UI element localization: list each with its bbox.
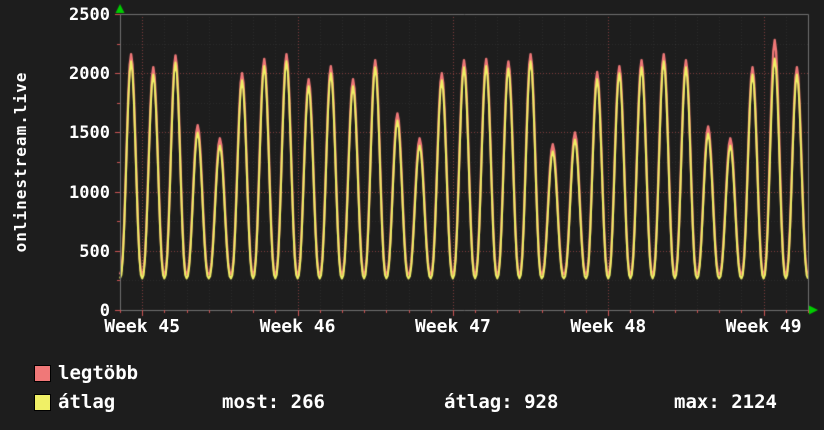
y-tick-label: 0 [99, 301, 110, 321]
stat-atlag: átlag: 928 [444, 391, 558, 413]
stat-max: max: 2124 [674, 391, 777, 413]
stat-most-label: most: [222, 391, 280, 413]
legend-label-legtobb: legtöbb [58, 362, 139, 384]
legend-swatch-atlag [34, 394, 51, 411]
x-tick-label: Week 48 [570, 316, 647, 337]
x-tick-label: Week 45 [104, 316, 181, 337]
y-tick-label: 2500 [69, 5, 110, 25]
x-tick-label: Week 47 [414, 316, 491, 337]
stat-max-label: max: [674, 391, 720, 413]
stat-max-value: 2124 [731, 391, 777, 413]
x-tick-label: Week 46 [259, 316, 336, 337]
stat-atlag-label: átlag: [444, 391, 513, 413]
legend-swatch-legtobb [34, 365, 51, 382]
stat-most-value: 266 [290, 391, 325, 413]
y-tick-label: 1000 [69, 182, 110, 203]
stat-atlag-value: 928 [524, 391, 559, 413]
x-tick-label: Week 49 [725, 316, 802, 337]
y-axis-title: onlinestream.live [11, 71, 30, 253]
y-tick-label: 500 [79, 241, 110, 262]
y-tick-label: 1500 [69, 123, 110, 144]
legend-label-atlag: átlag [58, 391, 116, 413]
stat-most: most: 266 [222, 391, 325, 413]
y-tick-label: 2000 [69, 64, 110, 85]
